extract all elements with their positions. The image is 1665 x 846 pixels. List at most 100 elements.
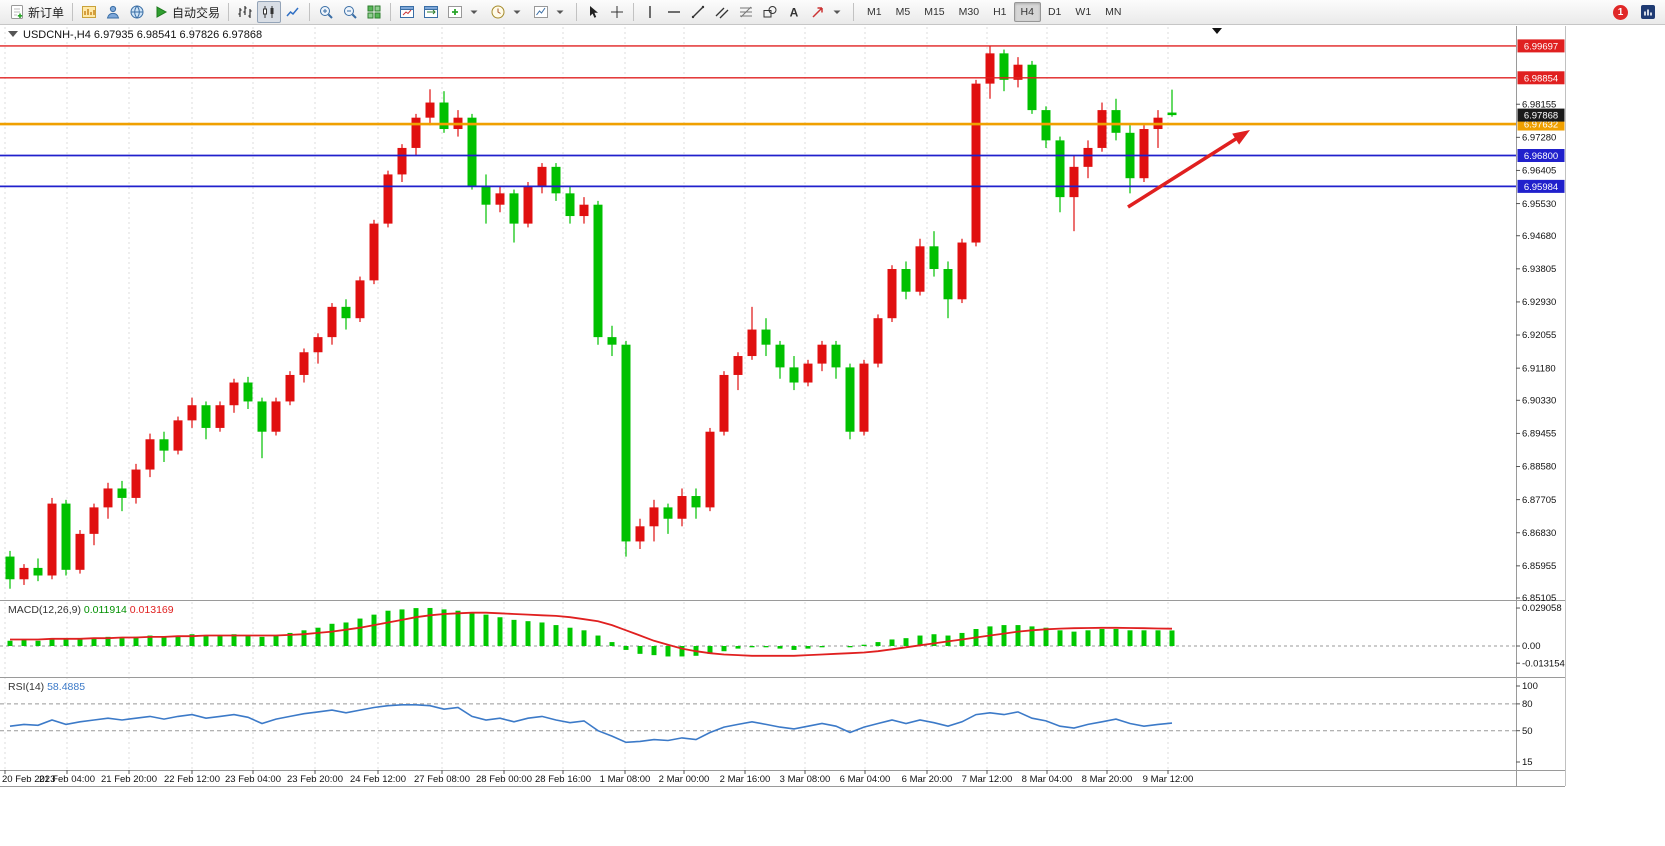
annotation-arrow[interactable] — [1127, 130, 1250, 209]
arrow-object-icon — [810, 4, 826, 20]
tile-windows-button[interactable] — [362, 1, 386, 23]
periods-button[interactable] — [486, 1, 529, 23]
price-scale[interactable]: 6.98155 6.97280 6.96405 6.95530 6.94680 6.938… — [1516, 99, 1556, 604]
text-button[interactable]: A — [782, 1, 806, 23]
svg-text:21 Feb 20:00: 21 Feb 20:00 — [101, 774, 157, 785]
auto-scroll-button[interactable] — [395, 1, 419, 23]
svg-text:6.91180: 6.91180 — [1522, 363, 1556, 374]
grid-lines — [4, 27, 1169, 769]
chart-shift-button[interactable] — [419, 1, 443, 23]
navigator-icon — [105, 4, 121, 20]
timeframe-MN[interactable]: MN — [1098, 2, 1128, 22]
macd-scale[interactable]: 0.029058 0.00 -0.013154 — [1516, 603, 1565, 669]
clock-icon — [490, 4, 506, 20]
svg-text:23 Feb 20:00: 23 Feb 20:00 — [287, 774, 343, 785]
chart-title: USDCNH-,H4 6.97935 6.98541 6.97826 6.978… — [8, 29, 262, 41]
svg-text:27 Feb 08:00: 27 Feb 08:00 — [414, 774, 470, 785]
macd-panel — [0, 607, 1516, 657]
shapes-button[interactable] — [758, 1, 782, 23]
line-chart-button[interactable] — [281, 1, 305, 23]
candlestick-chart-icon — [261, 4, 277, 20]
svg-text:7 Mar 12:00: 7 Mar 12:00 — [962, 774, 1013, 785]
timeframe-M15[interactable]: M15 — [917, 2, 951, 22]
svg-text:6.97632: 6.97632 — [1524, 120, 1558, 131]
svg-text:0.00: 0.00 — [1522, 641, 1541, 652]
svg-text:3 Mar 08:00: 3 Mar 08:00 — [780, 774, 831, 785]
crosshair-icon — [609, 4, 625, 20]
svg-text:A: A — [790, 6, 799, 20]
svg-text:6 Mar 04:00: 6 Mar 04:00 — [840, 774, 891, 785]
timeframe-M5[interactable]: M5 — [889, 2, 918, 22]
timeframe-M30[interactable]: M30 — [952, 2, 986, 22]
terminal-icon — [129, 4, 145, 20]
new-order-button[interactable]: 新订单 — [5, 1, 68, 23]
toolbar-separator — [309, 3, 311, 21]
community-button[interactable] — [1636, 1, 1660, 23]
svg-text:15: 15 — [1522, 757, 1533, 768]
channel-button[interactable] — [710, 1, 734, 23]
new-order-label: 新订单 — [28, 5, 65, 20]
chevron-down-icon — [509, 4, 525, 20]
fibonacci-icon — [738, 4, 754, 20]
shift-marker[interactable] — [1212, 28, 1222, 34]
shapes-icon — [762, 4, 778, 20]
svg-text:6.96405: 6.96405 — [1522, 166, 1556, 177]
panel-borders — [0, 26, 1566, 787]
channel-icon — [714, 4, 730, 20]
timeframe-M1[interactable]: M1 — [860, 2, 889, 22]
add-indicator-icon — [447, 4, 463, 20]
svg-text:1 Mar 08:00: 1 Mar 08:00 — [600, 774, 651, 785]
text-icon: A — [786, 4, 802, 20]
zoom-out-icon — [342, 4, 358, 20]
rsi-scale[interactable]: 100 80 50 15 — [1516, 681, 1538, 768]
timeframe-H1[interactable]: H1 — [986, 2, 1013, 22]
symbol-ohlc-label: USDCNH-,H4 6.97935 6.98541 6.97826 6.978… — [23, 29, 262, 41]
svg-text:2 Mar 00:00: 2 Mar 00:00 — [659, 774, 710, 785]
indicators-button[interactable] — [443, 1, 486, 23]
svg-text:6.95984: 6.95984 — [1524, 182, 1558, 193]
zoom-out-button[interactable] — [338, 1, 362, 23]
cursor-button[interactable] — [581, 1, 605, 23]
autotrading-icon — [153, 4, 169, 20]
svg-text:23 Feb 04:00: 23 Feb 04:00 — [225, 774, 281, 785]
bar-chart-button[interactable] — [233, 1, 257, 23]
horizontal-line-button[interactable] — [662, 1, 686, 23]
candlestick-chart-button[interactable] — [257, 1, 282, 23]
toolbar-separator — [853, 3, 855, 21]
fibonacci-button[interactable] — [734, 1, 758, 23]
svg-text:6.89455: 6.89455 — [1522, 429, 1556, 440]
svg-text:0.029058: 0.029058 — [1522, 603, 1562, 614]
toolbar-separator — [228, 3, 230, 21]
timeframe-H4[interactable]: H4 — [1013, 2, 1041, 22]
svg-text:6.95530: 6.95530 — [1522, 199, 1556, 210]
notification-badge[interactable]: 1 — [1613, 4, 1628, 20]
timeframe-D1[interactable]: D1 — [1041, 2, 1068, 22]
vertical-line-button[interactable] — [638, 1, 662, 23]
svg-text:24 Feb 12:00: 24 Feb 12:00 — [350, 774, 406, 785]
zoom-in-button[interactable] — [314, 1, 338, 23]
data-window-button[interactable] — [77, 1, 101, 23]
line-chart-icon — [285, 4, 301, 20]
svg-text:6.92055: 6.92055 — [1522, 330, 1556, 341]
arrows-button[interactable] — [806, 1, 849, 23]
terminal-button[interactable] — [125, 1, 149, 23]
svg-text:6.92930: 6.92930 — [1522, 297, 1556, 308]
templates-button[interactable] — [529, 1, 572, 23]
one-click-trading-icon[interactable] — [8, 31, 18, 37]
timeframe-buttons: M1 M5 M15 M30 H1 H4 D1 W1 MN — [860, 2, 1128, 22]
autotrading-label: 自动交易 — [172, 5, 221, 20]
chart-canvas[interactable]: 6.98155 6.97280 6.96405 6.95530 6.94680 6.938… — [0, 25, 1665, 841]
svg-text:6.99697: 6.99697 — [1524, 41, 1558, 52]
svg-text:28 Feb 16:00: 28 Feb 16:00 — [535, 774, 591, 785]
svg-text:20 Feb 2023: 20 Feb 2023 — [2, 774, 55, 785]
navigator-button[interactable] — [101, 1, 125, 23]
svg-text:80: 80 — [1522, 699, 1533, 710]
chart-area[interactable]: 6.98155 6.97280 6.96405 6.95530 6.94680 6.938… — [0, 25, 1665, 841]
svg-text:6.87705: 6.87705 — [1522, 495, 1556, 506]
svg-text:6.88580: 6.88580 — [1522, 462, 1556, 473]
timeframe-W1[interactable]: W1 — [1068, 2, 1098, 22]
trendline-button[interactable] — [686, 1, 710, 23]
crosshair-button[interactable] — [605, 1, 629, 23]
autotrading-button[interactable]: 自动交易 — [149, 1, 224, 23]
